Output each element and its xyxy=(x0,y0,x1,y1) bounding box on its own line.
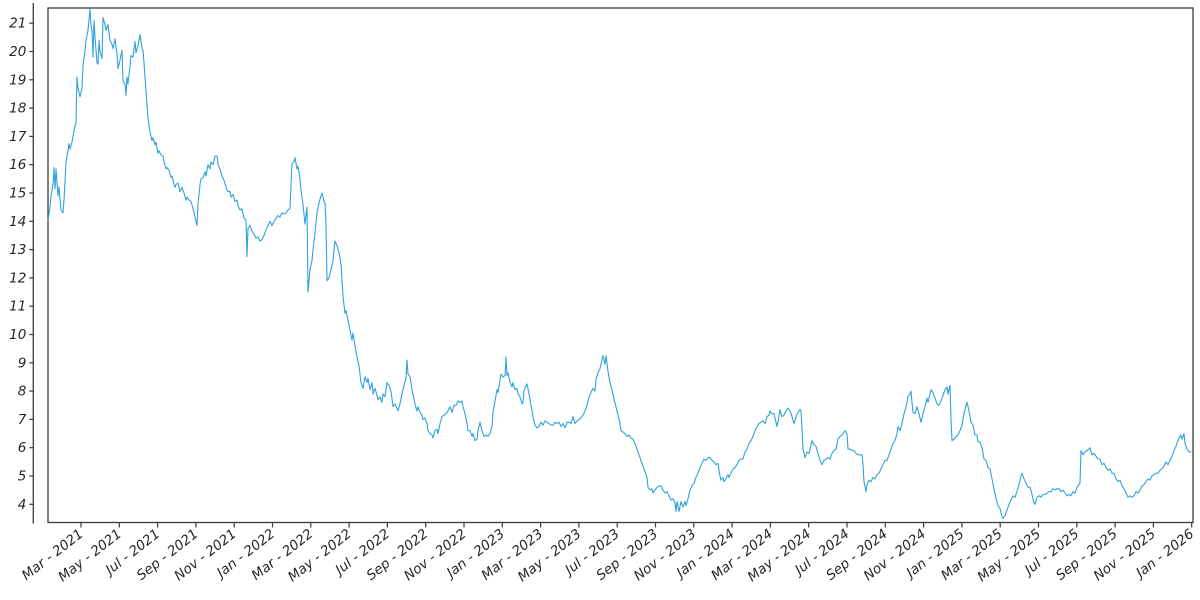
plot-border xyxy=(47,7,1194,524)
y-tick-label: 10 xyxy=(9,327,26,343)
y-tick-label: 7 xyxy=(18,412,27,428)
y-tick-label: 15 xyxy=(9,186,26,202)
y-tick-label: 6 xyxy=(18,440,27,456)
y-tick-label: 8 xyxy=(18,384,27,400)
y-tick-label: 14 xyxy=(9,214,26,230)
y-tick-label: 18 xyxy=(9,101,26,117)
y-tick-label: 21 xyxy=(9,16,26,32)
y-tick-label: 19 xyxy=(9,72,26,88)
y-tick-label: 13 xyxy=(9,242,26,258)
price-line-price xyxy=(47,8,1192,520)
y-tick-label: 17 xyxy=(9,129,27,145)
y-tick-label: 20 xyxy=(9,44,26,60)
y-tick-label: 11 xyxy=(9,299,26,315)
y-axis: 4 5 6 7 8 9 10 11 12 13 14 15 16 17 18 19 20 21 xyxy=(9,16,34,513)
y-tick-label: 4 xyxy=(18,497,27,513)
y-tick-label: 9 xyxy=(18,355,27,371)
y-tick-label: 16 xyxy=(9,157,26,173)
y-tick-label: 5 xyxy=(18,469,27,485)
y-tick-label: 12 xyxy=(9,270,26,286)
